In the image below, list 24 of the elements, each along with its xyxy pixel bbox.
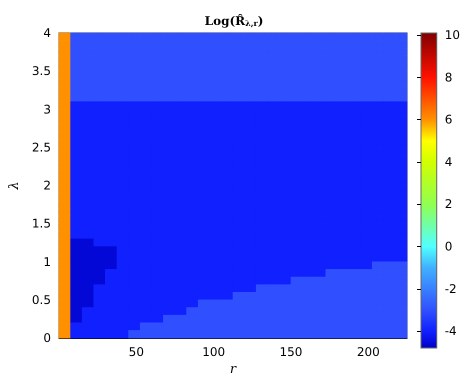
color-bar-label: 2 [444, 197, 452, 212]
y-tick-label: 0 [43, 331, 51, 346]
y-tick-label: 1.5 [32, 216, 51, 231]
x-tick-label: 200 [356, 345, 380, 360]
y-tick-label: 3 [43, 102, 51, 116]
color-bar-label: 6 [444, 112, 452, 127]
x-tick-label: 150 [280, 345, 302, 360]
color-bar-label: 8 [444, 70, 452, 84]
y-tick-label: 0.5 [32, 292, 51, 307]
x-tick-label: 100 [202, 345, 226, 360]
y-axis-title: λ [7, 181, 22, 191]
y-tick-label: 3.5 [32, 64, 51, 78]
chart-title: Log(R̂λ,r) [204, 14, 264, 28]
x-tick-label: 50 [128, 345, 144, 360]
color-bar-label: -2 [444, 282, 457, 296]
color-bar-label: 0 [444, 240, 452, 254]
y-tick-label: 4 [43, 26, 51, 40]
color-bar-label: 4 [444, 154, 452, 169]
x-axis-title: r [230, 362, 237, 377]
color-bar-label: 10 [444, 28, 460, 42]
y-tick-label: 2.5 [32, 140, 51, 154]
y-tick-label: 1 [43, 254, 51, 269]
y-tick-label: 2 [43, 178, 51, 193]
color-bar-label: -4 [444, 324, 457, 338]
